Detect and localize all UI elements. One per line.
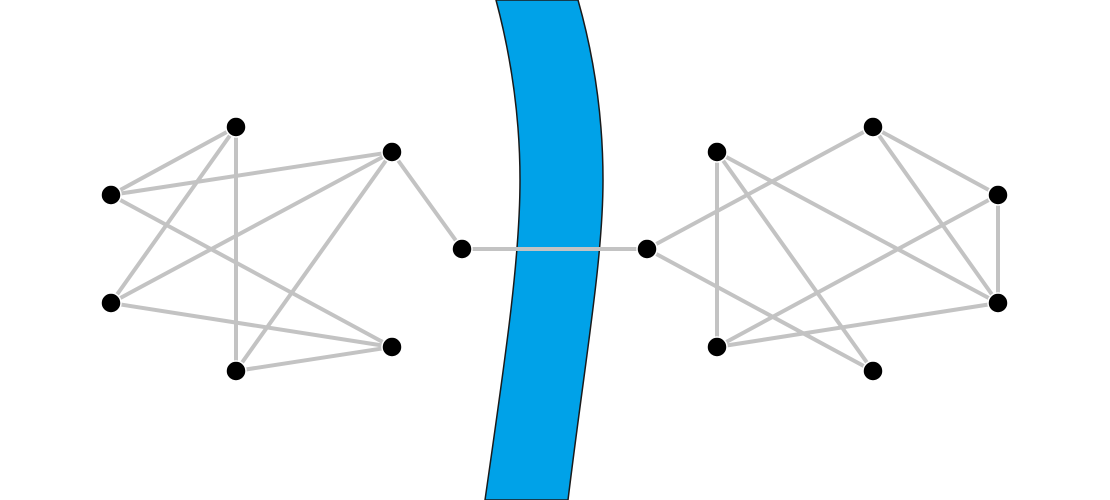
edge-L2-L4 xyxy=(109,125,238,305)
edge-R2-R6 xyxy=(715,150,1000,305)
edge-L3-L4 xyxy=(109,150,394,305)
node-L7 xyxy=(451,238,473,260)
node-L2 xyxy=(225,116,247,138)
edge-R4-R7 xyxy=(715,193,1000,349)
node-R5 xyxy=(862,360,884,382)
node-R1 xyxy=(636,238,658,260)
node-R7 xyxy=(987,184,1009,206)
edge-L4-L5 xyxy=(109,301,394,349)
node-L1 xyxy=(100,184,122,206)
edge-R4-R6 xyxy=(715,301,1000,349)
edge-R1-R3 xyxy=(645,125,875,251)
nodes-layer xyxy=(100,116,1009,382)
node-L3 xyxy=(381,141,403,163)
edge-L5-L6 xyxy=(234,345,394,373)
edge-R3-R6 xyxy=(871,125,1000,305)
node-L4 xyxy=(100,292,122,314)
edge-L1-L3 xyxy=(109,150,394,197)
edge-L3-L6 xyxy=(234,150,394,373)
edge-R2-R5 xyxy=(715,150,875,373)
node-R6 xyxy=(987,292,1009,314)
node-L6 xyxy=(225,360,247,382)
node-R2 xyxy=(706,141,728,163)
edge-R3-R7 xyxy=(871,125,1000,197)
edges-layer xyxy=(109,125,1000,373)
node-R3 xyxy=(862,116,884,138)
edge-L1-L5 xyxy=(109,193,394,349)
edge-L3-L7 xyxy=(390,150,464,251)
node-R4 xyxy=(706,336,728,358)
edge-L1-L2 xyxy=(109,125,238,197)
node-L5 xyxy=(381,336,403,358)
edge-R1-R5 xyxy=(645,247,875,373)
